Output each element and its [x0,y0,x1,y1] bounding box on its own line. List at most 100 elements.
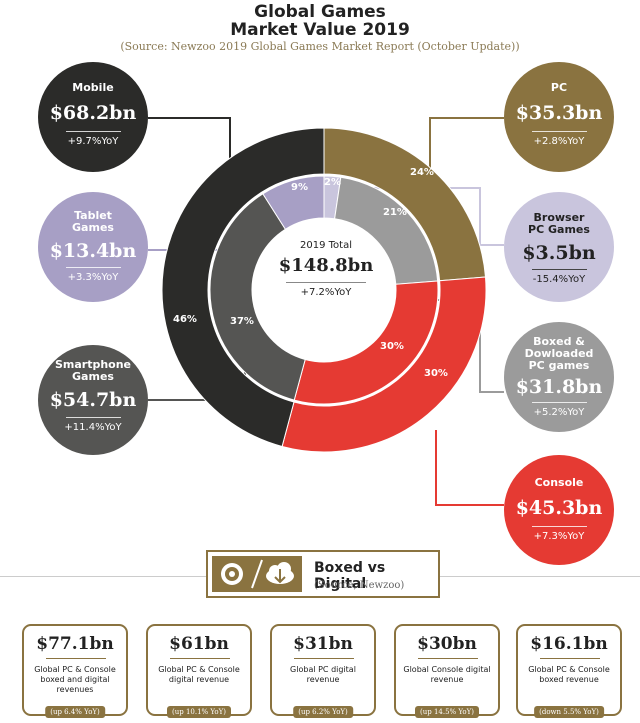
card-description: Global Console digital revenue [403,665,491,684]
bubble-browser-name2: PC Games [528,223,590,236]
bubble-pc-name: PC [550,81,568,94]
slice-smartphone-games [209,193,306,401]
connector-line [435,430,504,506]
pct-label-boxed: 21% [383,207,407,218]
bubble-divider [531,402,587,403]
card-value: $30bn [417,634,477,654]
pct-label-console-inner: 30% [380,341,404,352]
bubble-tablet-name1: Tablet [74,209,112,222]
bubble-mobile-value: $68.2bn [49,102,137,124]
slice-console [281,276,487,453]
chart-title-line2: Market Value 2019 [230,20,410,40]
pct-label-mobile: 46% [173,314,197,325]
card-description: Global PC & Console boxed revenue [528,665,610,684]
pct-label-console: 30% [424,368,448,379]
revenue-card: $77.1bn Global PC & Console boxed and di… [22,624,128,718]
chart-title-line1: Global Games [254,2,386,22]
bubble-boxed-name1: Boxed & [533,335,585,348]
bubble-boxed-name3: PC games [528,359,590,372]
bubble-smartphone-name2: Games [72,370,114,383]
bubble-boxed: Boxed & Dowloaded PC games $31.8bn +5.2%… [504,322,614,432]
bubble-tablet-name2: Games [72,221,114,234]
bubble-divider [531,526,587,527]
connector-line [148,117,231,160]
bubble-smartphone-name1: Smartphone [54,358,132,371]
bubble-tablet-value: $13.4bn [49,240,137,262]
bubble-boxed-value: $31.8bn [515,376,603,398]
bubble-divider [531,269,587,270]
card-divider [294,658,354,659]
section-divider-left [0,576,206,577]
bubble-console: Console $45.3bn +7.3%YoY [504,455,614,565]
boxed-vs-digital-source: (Source, Newzoo) [314,580,405,591]
bubble-pc: PC $35.3bn +2.8%YoY [504,62,614,172]
card-value: $31bn [293,634,353,654]
bubble-browser-yoy: -15.4%YoY [532,274,586,285]
bubble-boxed-name2: Dowloaded [524,347,594,360]
card-divider [170,658,230,659]
center-label: 2019 Total [300,240,352,251]
revenue-card: $16.1bn Global PC & Console boxed revenu… [516,624,622,718]
bubble-mobile-name: Mobile [72,81,114,94]
boxed-vs-digital-title: Boxed vs Digital [314,560,386,592]
bubble-smartphone-yoy: +11.4%YoY [64,422,122,433]
card-description: Global PC digital revenue [290,665,356,684]
center-value: $148.8bn [278,255,374,276]
card-description: Global PC & Console digital revenue [158,665,240,684]
disc-icon [221,563,243,585]
card-yoy-badge: (up 10.1% YoY) [167,706,231,718]
outer-ring [161,127,487,453]
slash-divider [251,559,263,589]
card-value: $77.1bn [36,634,114,654]
bubble-divider [531,131,587,132]
bubble-boxed-yoy: +5.2%YoY [533,407,585,418]
card-yoy-badge: (up 14.5% YoY) [415,706,479,718]
bubble-console-name: Console [534,476,584,489]
center-total: 2019 Total $148.8bn +7.2%YoY [264,240,388,298]
bubble-divider [65,131,121,132]
connector-line [429,117,504,170]
card-yoy-badge: (up 6.2% YoY) [293,706,353,718]
pct-label-smartphone: 37% [230,316,254,327]
chart-source: (Source: Newzoo 2019 Global Games Market… [120,40,520,53]
revenue-card: $30bn Global Console digital revenue (up… [394,624,500,718]
card-divider [46,658,106,659]
bubble-browser: Browser PC Games $3.5bn -15.4%YoY [504,192,614,302]
card-value: $16.1bn [530,634,608,654]
bubble-divider [65,267,121,268]
bubble-mobile-yoy: +9.7%YoY [67,136,119,147]
pct-label-pc: 24% [410,167,434,178]
inner-ring [209,175,439,405]
bubble-pc-value: $35.3bn [515,102,603,124]
revenue-card: $31bn Global PC digital revenue (up 6.2%… [270,624,376,718]
pct-label-browser: 2% [324,177,341,188]
slice-tablet-games [262,175,325,230]
bubble-pc-yoy: +2.8%YoY [533,136,585,147]
bubble-mobile: Mobile $68.2bn +9.7%YoY [38,62,148,172]
pct-label-tablet: 9% [291,182,308,193]
bubble-tablet: Tablet Games $13.4bn +3.3%YoY [38,192,148,302]
card-divider [418,658,478,659]
card-yoy-badge: (up 6.4% YoY) [45,706,105,718]
slice-mobile [161,127,325,448]
bubble-console-yoy: +7.3%YoY [533,531,585,542]
section-divider-right [440,576,640,577]
bubble-browser-value: $3.5bn [522,242,596,264]
bubble-divider [65,417,121,418]
bubble-console-value: $45.3bn [515,497,603,519]
revenue-card: $61bn Global PC & Console digital revenu… [146,624,252,718]
card-value: $61bn [169,634,229,654]
banner-icons [212,556,302,592]
center-rule [286,282,366,283]
cloud-download-icon [266,562,294,584]
donut-chart [148,117,504,506]
center-yoy: +7.2%YoY [300,287,352,298]
boxed-vs-digital-banner: Boxed vs Digital (Source, Newzoo) [206,550,440,598]
slice-console [293,280,439,405]
card-yoy-badge: (down 5.5% YoY) [534,706,604,718]
bubble-tablet-yoy: +3.3%YoY [67,272,119,283]
bubble-smartphone-value: $54.7bn [49,389,137,411]
bubble-browser-name1: Browser [533,211,585,224]
card-description: Global PC & Console boxed and digital re… [34,665,116,694]
card-divider [540,658,600,659]
